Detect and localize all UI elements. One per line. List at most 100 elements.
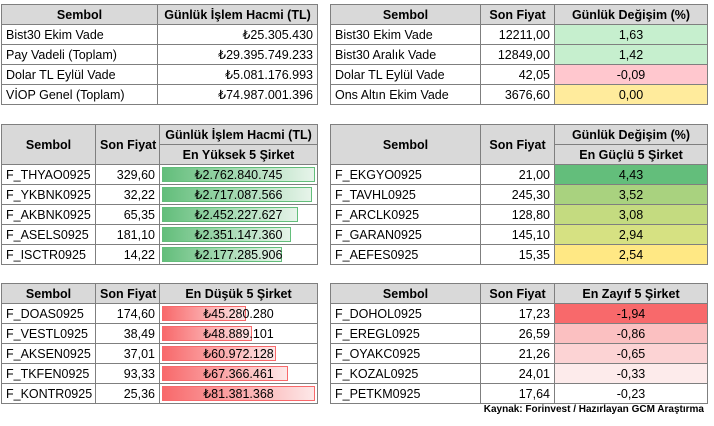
table-row: F_KOZAL0925 24,01 -0,33 bbox=[330, 363, 708, 384]
change-cell: -0,23 bbox=[554, 383, 708, 404]
volume-value: ₺48.889.101 bbox=[203, 327, 274, 341]
table-row: F_EREGL0925 26,59 -0,86 bbox=[330, 323, 708, 344]
price-cell: 145,10 bbox=[480, 224, 555, 245]
header-symbol: Sembol bbox=[330, 283, 481, 304]
source-note: Kaynak: Forinvest / Hazırlayan GCM Araşt… bbox=[483, 404, 704, 415]
table-row: F_DOAS0925 174,60 ₺45.280.280 bbox=[1, 303, 318, 324]
price-cell: 174,60 bbox=[95, 303, 160, 324]
table-header-row: Sembol Günlük İşlem Hacmi (TL) bbox=[1, 4, 318, 25]
header-last-price: Son Fiyat bbox=[95, 124, 160, 165]
symbol-cell: F_DOAS0925 bbox=[1, 303, 96, 324]
table-header-row: Sembol Son Fiyat En Düşük 5 Şirket bbox=[1, 283, 318, 304]
volume-bar-cell: ₺48.889.101 bbox=[159, 323, 318, 344]
table-row: F_ARCLK0925 128,80 3,08 bbox=[330, 204, 708, 225]
change-cell: -0,33 bbox=[554, 363, 708, 384]
volume-value: ₺60.972.128 bbox=[203, 347, 274, 361]
table-header-row: Sembol Son Fiyat En Zayıf 5 Şirket bbox=[330, 283, 708, 304]
price-cell: 128,80 bbox=[480, 204, 555, 225]
data-bar-fill bbox=[162, 207, 298, 222]
symbol-cell: Ons Altın Ekim Vade bbox=[330, 84, 481, 105]
table-row: Bist30 Ekim Vade ₺25.305.430 bbox=[1, 24, 318, 45]
symbol-cell: F_KOZAL0925 bbox=[330, 363, 481, 384]
symbol-cell: Dolar TL Eylül Vade bbox=[330, 64, 481, 85]
header-last-price: Son Fiyat bbox=[480, 124, 555, 165]
table-row: Ons Altın Ekim Vade 3676,60 0,00 bbox=[330, 84, 708, 105]
volume-bar-cell: ₺60.972.128 bbox=[159, 343, 318, 364]
price-cell: 32,22 bbox=[95, 184, 160, 205]
change-cell: -0,86 bbox=[554, 323, 708, 344]
header-symbol: Sembol bbox=[330, 124, 481, 165]
change-cell: -0,65 bbox=[554, 343, 708, 364]
change-cell: 2,54 bbox=[554, 244, 708, 265]
price-cell: 42,05 bbox=[480, 64, 555, 85]
table-row: F_YKBNK0925 32,22 ₺2.717.087.566 bbox=[1, 184, 318, 205]
volume-value: ₺2.177.285.906 bbox=[194, 248, 283, 262]
data-bar-fill bbox=[162, 326, 253, 341]
volume-cell: ₺5.081.176.993 bbox=[157, 64, 318, 85]
volume-value: ₺2.452.227.627 bbox=[194, 208, 283, 222]
price-cell: 329,60 bbox=[95, 164, 160, 185]
symbol-cell: F_AKBNK0925 bbox=[1, 204, 96, 225]
table-row: F_GARAN0925 145,10 2,94 bbox=[330, 224, 708, 245]
volume-cell: ₺25.305.430 bbox=[157, 24, 318, 45]
market-volume-table: Sembol Günlük İşlem Hacmi (TL) Bist30 Ek… bbox=[1, 4, 318, 105]
table-row: F_DOHOL0925 17,23 -1,94 bbox=[330, 303, 708, 324]
price-cell: 245,30 bbox=[480, 184, 555, 205]
volume-value: ₺45.280.280 bbox=[203, 307, 274, 321]
volume-bar-cell: ₺2.762.840.745 bbox=[159, 164, 318, 185]
data-bar-fill bbox=[162, 386, 315, 401]
table-row: F_EKGYO0925 21,00 4,43 bbox=[330, 164, 708, 185]
symbol-cell: F_ARCLK0925 bbox=[330, 204, 481, 225]
change-cell: -1,94 bbox=[554, 303, 708, 324]
table-row: F_TAVHL0925 245,30 3,52 bbox=[330, 184, 708, 205]
table-row: F_ASELS0925 181,10 ₺2.351.147.360 bbox=[1, 224, 318, 245]
volume-bar-cell: ₺2.177.285.906 bbox=[159, 244, 318, 265]
price-cell: 65,35 bbox=[95, 204, 160, 225]
header-symbol: Sembol bbox=[330, 4, 481, 25]
symbol-cell: F_DOHOL0925 bbox=[330, 303, 481, 324]
change-cell: 1,42 bbox=[554, 44, 708, 65]
price-cell: 12849,00 bbox=[480, 44, 555, 65]
table-header-row: Sembol Son Fiyat Günlük İşlem Hacmi (TL) bbox=[1, 124, 318, 165]
symbol-cell: F_EREGL0925 bbox=[330, 323, 481, 344]
price-cell: 24,01 bbox=[480, 363, 555, 384]
change-cell: 3,52 bbox=[554, 184, 708, 205]
header-symbol: Sembol bbox=[1, 283, 96, 304]
price-cell: 181,10 bbox=[95, 224, 160, 245]
table-row: Dolar TL Eylül Vade 42,05 -0,09 bbox=[330, 64, 708, 85]
subheader-strongest-5: En Güçlü 5 Şirket bbox=[554, 144, 708, 165]
header-symbol: Sembol bbox=[1, 4, 158, 25]
change-cell: 1,63 bbox=[554, 24, 708, 45]
data-bar-fill bbox=[162, 187, 312, 202]
volume-value: ₺2.762.840.745 bbox=[194, 168, 283, 182]
strongest-change-table: Sembol Son Fiyat Günlük Değişim (%) En G… bbox=[330, 124, 708, 265]
data-bar-fill bbox=[162, 366, 289, 381]
symbol-cell: Bist30 Ekim Vade bbox=[1, 24, 158, 45]
data-bar-fill bbox=[162, 306, 246, 321]
symbol-cell: F_ISCTR0925 bbox=[1, 244, 96, 265]
volume-bar-cell: ₺2.717.087.566 bbox=[159, 184, 318, 205]
price-cell: 14,22 bbox=[95, 244, 160, 265]
price-cell: 15,35 bbox=[480, 244, 555, 265]
table-header-row: Sembol Son Fiyat Günlük Değişim (%) bbox=[330, 124, 708, 165]
table-subheader-row: En Yüksek 5 Şirket bbox=[2, 144, 318, 165]
symbol-cell: F_GARAN0925 bbox=[330, 224, 481, 245]
volume-bar-cell: ₺81.381.368 bbox=[159, 383, 318, 404]
symbol-cell: F_AEFES0925 bbox=[330, 244, 481, 265]
volume-bar-cell: ₺45.280.280 bbox=[159, 303, 318, 324]
table-row: F_AKSEN0925 37,01 ₺60.972.128 bbox=[1, 343, 318, 364]
table-row: F_KONTR0925 25,36 ₺81.381.368 bbox=[1, 383, 318, 404]
subheader-highest-5: En Yüksek 5 Şirket bbox=[159, 144, 318, 165]
data-bar-fill bbox=[162, 227, 292, 242]
volume-bar-cell: ₺67.366.461 bbox=[159, 363, 318, 384]
symbol-cell: F_AKSEN0925 bbox=[1, 343, 96, 364]
symbol-cell: F_EKGYO0925 bbox=[330, 164, 481, 185]
header-last-price: Son Fiyat bbox=[95, 283, 160, 304]
symbol-cell: F_KONTR0925 bbox=[1, 383, 96, 404]
price-cell: 38,49 bbox=[95, 323, 160, 344]
price-cell: 26,59 bbox=[480, 323, 555, 344]
highest-volume-table: Sembol Son Fiyat Günlük İşlem Hacmi (TL)… bbox=[1, 124, 318, 265]
table-row: Bist30 Aralık Vade 12849,00 1,42 bbox=[330, 44, 708, 65]
weakest-change-table: Sembol Son Fiyat En Zayıf 5 Şirket F_DOH… bbox=[330, 283, 708, 404]
price-cell: 3676,60 bbox=[480, 84, 555, 105]
